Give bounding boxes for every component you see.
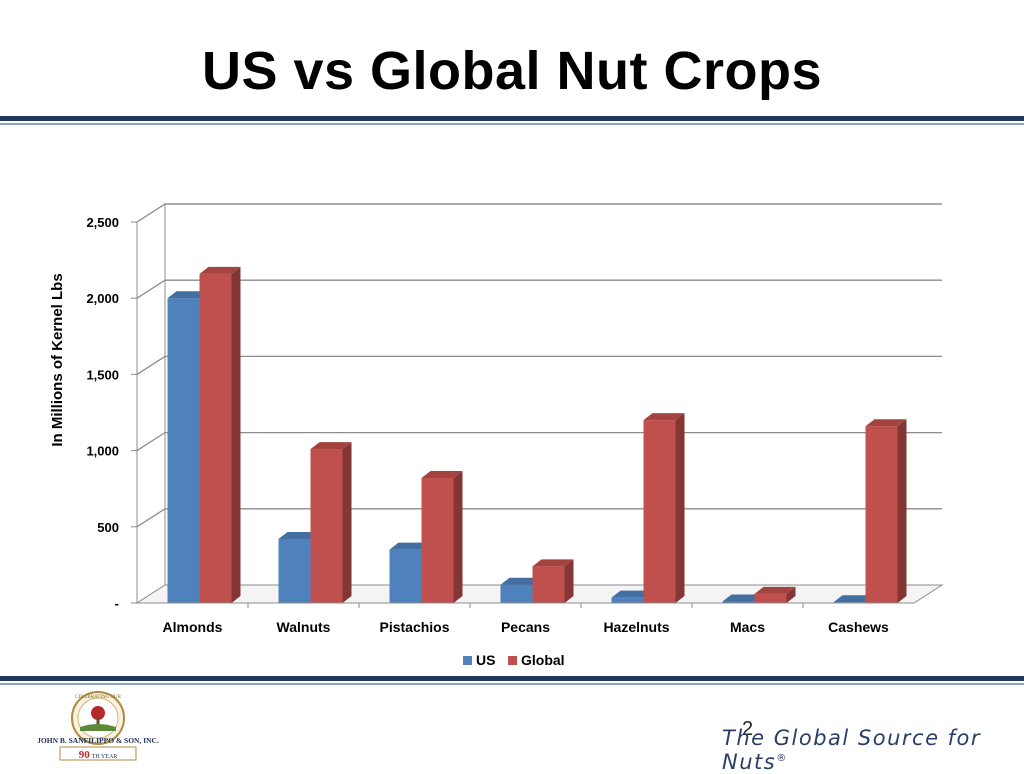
bar-global-side	[342, 442, 352, 603]
legend-label-us: US	[476, 652, 495, 668]
bar-global-top	[199, 266, 241, 274]
y-tick-label: 2,000	[86, 291, 119, 306]
logo-anniversary: 90 TH YEAR	[79, 749, 118, 761]
x-tick-label: Hazelnuts	[603, 619, 669, 635]
bar-global	[865, 419, 907, 603]
bar-global-top	[865, 419, 907, 427]
legend-label-global: Global	[521, 652, 565, 668]
logo-tree-crown	[91, 706, 105, 720]
bar-us-front	[278, 538, 311, 603]
tagline-text: The Global Source for Nuts	[722, 726, 982, 774]
bar-global	[199, 266, 241, 603]
bar-global-top	[643, 413, 685, 421]
slide-title: US vs Global Nut Crops	[201, 41, 823, 101]
bar-global	[532, 559, 574, 603]
x-tick-label: Walnuts	[277, 619, 331, 635]
y-tick-label: 2,500	[86, 215, 119, 230]
gridline	[136, 279, 942, 299]
logo-ground	[80, 724, 116, 731]
company-logo: CELEBRATING OUR JOHN B. SANFILIPPO & SON…	[37, 691, 159, 761]
bar-global-front	[643, 420, 676, 603]
bar-global-top	[421, 471, 463, 479]
tagline: The Global Source for Nuts®	[722, 726, 1024, 774]
side-wall	[136, 203, 166, 604]
y-tick-label: 1,500	[86, 367, 119, 382]
chart-gridlines	[136, 203, 942, 528]
legend-swatch-global	[508, 656, 517, 665]
x-tick-label: Almonds	[163, 619, 223, 635]
bar-us-front	[167, 298, 200, 603]
bar-global-front	[865, 426, 898, 603]
bottom-divider-thin	[0, 683, 1024, 685]
logo-company-name: JOHN B. SANFILIPPO & SON, INC.	[37, 736, 159, 745]
gridline	[136, 355, 942, 375]
bar-global-top	[532, 559, 574, 567]
bar-global-side	[897, 419, 907, 603]
bar-us-top	[500, 577, 542, 585]
logo-tree-trunk	[96, 718, 100, 727]
slide-number: 2	[742, 718, 754, 740]
bar-global-front	[421, 478, 454, 603]
bar-global	[643, 413, 685, 603]
bar-global-side	[786, 586, 796, 603]
top-divider-thin	[0, 123, 1024, 125]
bar-global-side	[564, 559, 574, 603]
chart-walls	[135, 203, 944, 604]
bar-chart: - 500 1,000 1,500 2,000 2,500 Almonds Walnuts P…	[49, 203, 944, 668]
bar-us-top	[611, 590, 653, 598]
chart-bars	[167, 266, 907, 603]
gridline	[136, 203, 942, 223]
bar-global-front	[532, 566, 565, 603]
bar-us-front	[722, 601, 755, 603]
x-tick-label: Pistachios	[379, 619, 449, 635]
bar-global	[310, 442, 352, 603]
y-axis-ticks: - 500 1,000 1,500 2,000 2,500	[86, 215, 138, 611]
bar-us-front	[389, 549, 422, 603]
bottom-divider	[0, 676, 1024, 681]
bar-us-front	[611, 597, 644, 603]
legend-swatch-us	[463, 656, 472, 665]
bar-global	[421, 471, 463, 603]
y-tick-label: 1,000	[86, 444, 119, 459]
y-tick-label: 500	[97, 520, 119, 535]
x-tick-label: Pecans	[501, 619, 550, 635]
bar-global-front	[310, 449, 343, 603]
bar-global-top	[310, 442, 352, 450]
y-axis-label: In Millions of Kernel Lbs	[49, 273, 66, 446]
bar-global	[754, 586, 796, 603]
bar-global-top	[754, 586, 796, 594]
y-tick-label: -	[115, 596, 119, 611]
bar-us-top	[389, 542, 431, 550]
x-tick-label: Macs	[730, 619, 765, 635]
bar-global-side	[675, 413, 685, 603]
logo-banner	[59, 746, 137, 761]
bar-us-front	[500, 584, 533, 603]
bar-global-side	[231, 266, 241, 603]
bar-us-top	[167, 291, 209, 299]
bar-us-top	[833, 595, 875, 603]
bar-global-front	[754, 593, 787, 603]
bar-us-top	[722, 594, 764, 602]
chart-legend: US Global	[463, 652, 565, 668]
logo-arc-text: CELEBRATING OUR	[75, 695, 122, 700]
x-tick-label: Cashews	[828, 619, 889, 635]
gridline	[136, 508, 942, 528]
bar-us-top	[278, 531, 320, 539]
registered-mark: ®	[776, 753, 788, 764]
gridline	[136, 431, 942, 452]
x-axis-ticks: Almonds Walnuts Pistachios Pecans Hazelnuts M…	[137, 602, 914, 635]
bar-global-front	[199, 273, 232, 603]
bar-global-side	[453, 471, 463, 603]
top-divider	[0, 116, 1024, 121]
